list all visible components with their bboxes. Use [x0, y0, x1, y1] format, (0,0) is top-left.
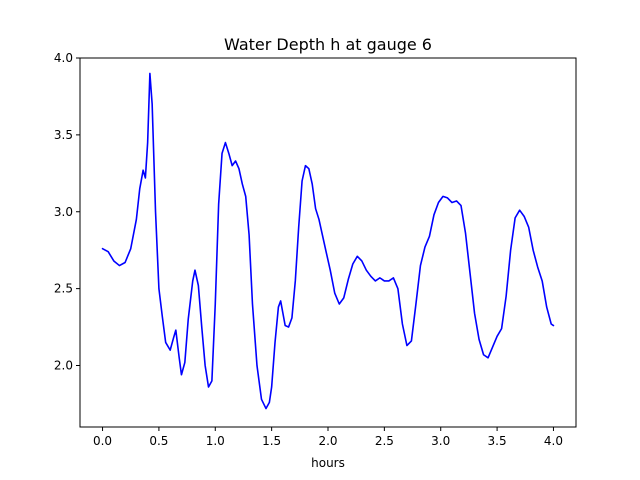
y-tick-label: 2.0 — [54, 359, 73, 373]
x-tick-label: 1.5 — [262, 434, 281, 448]
y-axis: 2.0 2.5 3.0 3.5 4.0 — [54, 51, 80, 373]
y-tick-label: 2.5 — [54, 282, 73, 296]
x-tick-label: 3.0 — [431, 434, 450, 448]
plot-frame — [79, 57, 577, 428]
series-line-0 — [101, 72, 555, 410]
x-tick-label: 0.5 — [149, 434, 168, 448]
chart-title: Water Depth h at gauge 6 — [224, 35, 432, 54]
x-axis: 0.0 0.5 1.0 1.5 2.0 2.5 3.0 3.5 4.0 — [93, 427, 563, 448]
x-tick-label: 0.0 — [93, 434, 112, 448]
x-tick-label: 1.0 — [206, 434, 225, 448]
y-tick-label: 3.5 — [54, 128, 73, 142]
x-tick-label: 2.5 — [375, 434, 394, 448]
y-tick-label: 3.0 — [54, 205, 73, 219]
x-tick-label: 2.0 — [318, 434, 337, 448]
plot-area — [79, 57, 577, 428]
y-tick-label: 4.0 — [54, 51, 73, 65]
x-tick-label: 3.5 — [488, 434, 507, 448]
x-tick-label: 4.0 — [544, 434, 563, 448]
x-axis-label: hours — [311, 456, 345, 470]
